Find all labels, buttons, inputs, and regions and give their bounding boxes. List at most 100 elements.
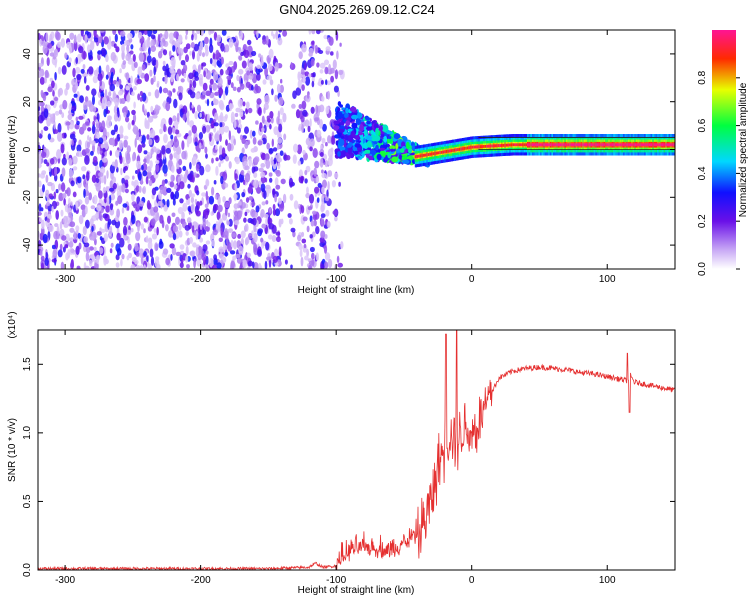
heatmap-cell bbox=[592, 143, 595, 147]
heatmap-cell bbox=[141, 135, 146, 144]
heatmap-cell bbox=[475, 145, 478, 149]
heatmap-cell bbox=[104, 196, 107, 204]
heatmap-cell bbox=[644, 143, 647, 147]
heatmap-cell bbox=[161, 179, 165, 187]
heatmap-cell bbox=[337, 101, 342, 107]
heatmap-cell bbox=[261, 223, 267, 229]
heatmap-cell bbox=[114, 159, 118, 170]
heatmap-cell bbox=[218, 253, 224, 259]
heatmap-cell bbox=[164, 30, 169, 40]
heatmap-cell bbox=[172, 233, 177, 241]
heatmap-cell bbox=[135, 246, 140, 252]
heatmap-cell bbox=[271, 159, 274, 166]
heatmap-cell bbox=[238, 201, 242, 206]
page-title: GN04.2025.269.09.12.C24 bbox=[279, 2, 434, 17]
heatmap-cell bbox=[212, 82, 218, 91]
heatmap-cell bbox=[125, 155, 131, 165]
heatmap-cell bbox=[194, 32, 198, 41]
heatmap-cell bbox=[551, 143, 554, 147]
heatmap-cell bbox=[72, 67, 76, 78]
heatmap-cell bbox=[143, 228, 146, 234]
heatmap-cell bbox=[450, 149, 453, 153]
colorbar-tick-label: 0.6 bbox=[697, 118, 708, 132]
spectrogram-y-ticks: -40 -20 0 20 40 bbox=[22, 48, 675, 252]
heatmap-cell bbox=[347, 128, 353, 132]
heatmap-cell bbox=[42, 44, 48, 55]
heatmap-cell bbox=[354, 143, 361, 148]
heatmap-cell bbox=[373, 123, 379, 129]
heatmap-cell bbox=[224, 44, 230, 53]
heatmap-cell bbox=[391, 156, 399, 163]
heatmap-cell bbox=[172, 225, 179, 233]
heatmap-cell bbox=[236, 127, 241, 134]
snr-line-chart bbox=[38, 330, 675, 570]
heatmap-cell bbox=[325, 79, 328, 86]
heatmap-cell bbox=[376, 153, 382, 161]
heatmap-cell bbox=[458, 147, 461, 151]
heatmap-cell bbox=[245, 197, 250, 203]
heatmap-cell bbox=[226, 75, 232, 81]
heatmap-cell bbox=[263, 213, 269, 219]
heatmap-cell bbox=[146, 254, 149, 262]
heatmap-cell bbox=[353, 150, 359, 155]
heatmap-cell bbox=[445, 150, 448, 153]
heatmap-cell bbox=[125, 86, 130, 91]
heatmap-cell bbox=[77, 176, 82, 184]
heatmap-cell bbox=[43, 159, 48, 165]
heatmap-cell bbox=[337, 262, 344, 268]
heatmap-cell bbox=[375, 127, 379, 136]
heatmap-cell bbox=[405, 141, 410, 150]
heatmap-cell bbox=[212, 229, 218, 236]
heatmap-cell bbox=[195, 230, 199, 240]
heatmap-cell bbox=[265, 200, 269, 205]
heatmap-cell bbox=[393, 133, 401, 140]
heatmap-cell bbox=[240, 169, 245, 176]
heatmap-cell bbox=[83, 50, 86, 60]
heatmap-cell bbox=[544, 143, 548, 147]
heatmap-cell bbox=[131, 109, 136, 115]
heatmap-cell bbox=[178, 85, 184, 93]
heatmap-cell bbox=[327, 181, 330, 191]
heatmap-cell bbox=[457, 148, 460, 151]
heatmap-cell bbox=[63, 132, 67, 139]
heatmap-cell bbox=[366, 126, 373, 131]
heatmap-cell bbox=[99, 247, 104, 255]
heatmap-cell bbox=[452, 149, 455, 152]
heatmap-cell bbox=[119, 133, 124, 139]
heatmap-cell bbox=[274, 62, 279, 72]
heatmap-cell bbox=[613, 143, 616, 147]
heatmap-cell bbox=[616, 143, 619, 147]
heatmap-cell bbox=[199, 237, 204, 243]
heatmap-cell bbox=[195, 163, 200, 172]
heatmap-cell bbox=[202, 125, 207, 134]
heatmap-cell bbox=[266, 256, 272, 261]
heatmap-cell bbox=[206, 113, 210, 122]
heatmap-cell bbox=[116, 248, 122, 256]
heatmap-cell bbox=[220, 42, 225, 52]
heatmap-cell bbox=[70, 261, 74, 269]
heatmap-cell bbox=[351, 122, 358, 129]
heatmap-cell bbox=[65, 252, 69, 261]
heatmap-cell bbox=[122, 60, 127, 66]
heatmap-cell bbox=[320, 230, 326, 239]
heatmap-cell bbox=[214, 91, 220, 96]
heatmap-cell bbox=[533, 143, 536, 147]
heatmap-cell bbox=[183, 174, 188, 183]
heatmap-cell bbox=[244, 172, 251, 183]
heatmap-cell bbox=[366, 140, 372, 148]
heatmap-cell bbox=[204, 146, 208, 154]
heatmap-cell bbox=[399, 148, 405, 153]
heatmap-cell bbox=[471, 145, 474, 149]
heatmap-cell bbox=[510, 143, 513, 147]
heatmap-cell bbox=[315, 104, 319, 114]
heatmap-cell bbox=[119, 237, 125, 248]
heatmap-cell bbox=[216, 60, 221, 67]
heatmap-cell bbox=[153, 228, 157, 233]
snr-frame bbox=[37, 329, 676, 571]
heatmap-cell bbox=[142, 170, 148, 177]
heatmap-cell bbox=[100, 144, 105, 149]
heatmap-cell bbox=[115, 46, 120, 53]
heatmap-cell bbox=[87, 135, 90, 141]
heatmap-cell bbox=[189, 50, 192, 56]
heatmap-cell bbox=[278, 123, 283, 133]
